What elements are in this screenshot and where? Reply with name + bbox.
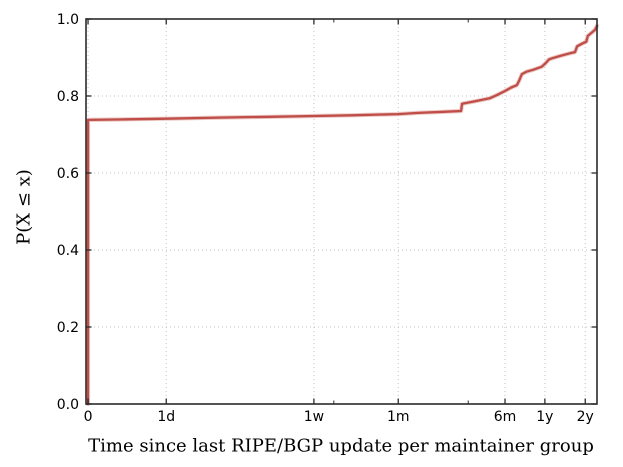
x-tick-label: 1m <box>387 409 410 425</box>
x-tick-label: 1y <box>536 409 553 425</box>
x-tick-label: 1w <box>304 409 324 425</box>
x-tick-label: 6m <box>494 409 517 425</box>
x-axis-title: Time since last RIPE/BGP update per main… <box>88 435 594 457</box>
y-tick-label: 0.2 <box>57 320 79 336</box>
cdf-curve-halo <box>85 23 600 407</box>
plot-frame <box>85 18 598 405</box>
x-tick-label: 2y <box>577 409 594 425</box>
y-axis-title: P(X ≤ x) <box>13 169 35 245</box>
y-tick-label: 0.6 <box>57 166 79 182</box>
cdf-curve <box>86 24 599 406</box>
y-tick-label: 0.4 <box>57 243 79 259</box>
x-tick-label: 1d <box>157 409 175 425</box>
y-tick-label: 1.0 <box>57 12 79 28</box>
y-tick-label: 0.8 <box>57 89 79 105</box>
y-tick-label: 0.0 <box>57 397 79 413</box>
x-tick-label: 0 <box>84 409 93 425</box>
